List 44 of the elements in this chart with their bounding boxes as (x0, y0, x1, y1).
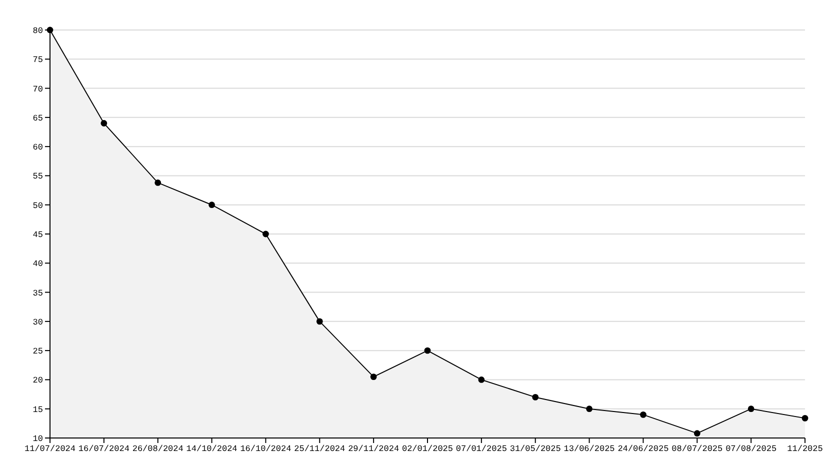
x-tick-label: 16/10/2024 (240, 444, 292, 454)
x-tick-label: 11/07/2024 (24, 444, 76, 454)
point (154, 180, 162, 186)
point (262, 230, 269, 238)
y-tick-label: 35 (32, 288, 43, 298)
x-tick-label: 16/07/2024 (78, 444, 130, 454)
point (100, 120, 108, 126)
point (424, 347, 431, 354)
x-tick-label: 24/06/2025 (618, 444, 669, 454)
x-tick-label: 07/01/2025 (456, 444, 507, 454)
point (370, 374, 377, 380)
x-tick-label: 13/06/2025 (564, 444, 615, 454)
y-tick-label: 70 (32, 84, 43, 94)
point (748, 406, 754, 412)
x-tick-label: 08/07/2025 (672, 444, 723, 454)
point (478, 376, 485, 383)
y-tick-label: 75 (32, 55, 43, 66)
x-tick-label: 25/11/2024 (294, 444, 346, 454)
x-tick-label: 31/05/2025 (510, 444, 561, 454)
point (208, 202, 215, 208)
point (802, 414, 808, 422)
y-tick-label: 10 (32, 434, 43, 444)
point (532, 394, 539, 400)
x-tick-label: 14/10/2024 (186, 444, 238, 454)
point (694, 430, 700, 437)
y-tick-label: 40 (32, 259, 43, 270)
x-tick-label: 11/2025 (787, 444, 823, 454)
y-tick-label: 30 (32, 317, 43, 328)
y-tick-label: 80 (32, 26, 43, 36)
y-tick-label: 60 (32, 142, 43, 153)
y-tick-label: 15 (32, 404, 43, 415)
x-tick-label: 02/01/2025 (402, 444, 454, 454)
x-tick-label: 26/08/2024 (132, 444, 184, 454)
point (316, 318, 323, 325)
y-tick-label: 50 (32, 200, 43, 211)
x-tick-label: 07/08/2025 (726, 444, 777, 454)
y-tick-label: 55 (32, 172, 43, 182)
y-tick-label: 45 (32, 230, 43, 240)
point (586, 406, 592, 412)
point (640, 411, 646, 418)
y-tick-label: 20 (32, 376, 43, 386)
x-tick-label: 29/11/2024 (348, 444, 400, 454)
y-tick-label: 65 (32, 113, 43, 124)
y-tick-label: 25 (32, 346, 43, 357)
